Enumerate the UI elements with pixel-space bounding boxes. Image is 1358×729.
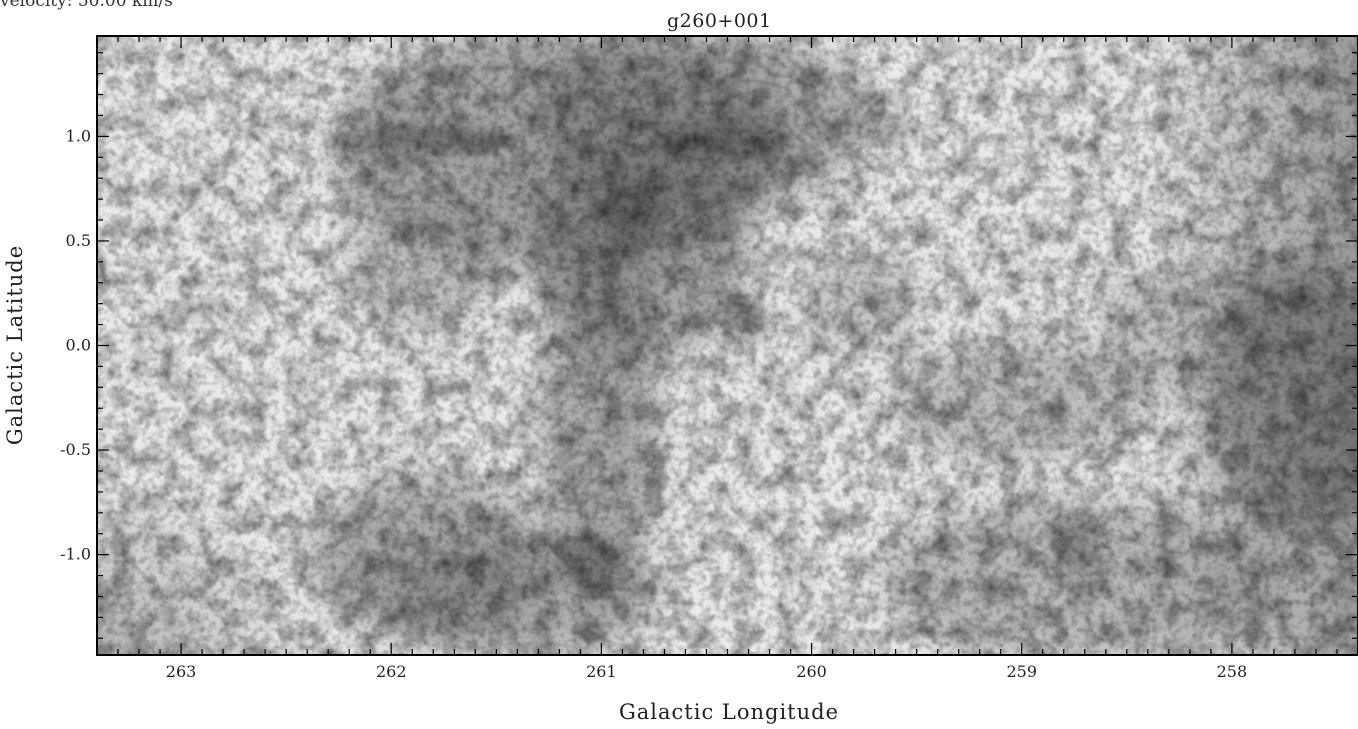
y-tick-label: 0.5 — [66, 231, 91, 250]
y-tick-label: 0.0 — [66, 336, 91, 355]
intensity-image — [97, 36, 1358, 655]
x-tick-label: 260 — [796, 662, 827, 681]
x-axis-title: Galactic Longitude — [619, 700, 839, 724]
velocity-note: velocity: 50.00 km/s — [0, 0, 173, 11]
x-tick-label: 258 — [1217, 662, 1248, 681]
x-tick-label: 261 — [586, 662, 617, 681]
map-title: g260+001 — [667, 10, 772, 32]
x-tick-labels: 263 262 261 260 259 258 — [166, 662, 1247, 681]
y-tick-label: -1.0 — [60, 545, 91, 564]
x-tick-label: 259 — [1006, 662, 1037, 681]
y-tick-labels: 1.0 0.5 0.0 -0.5 -1.0 — [60, 126, 91, 563]
y-tick-label: -0.5 — [60, 440, 91, 459]
y-axis-title: Galactic Latitude — [3, 245, 27, 445]
tick-marks — [96, 36, 1358, 655]
x-tick-label: 262 — [376, 662, 407, 681]
y-tick-label: 1.0 — [66, 126, 91, 145]
x-tick-label: 263 — [166, 662, 197, 681]
